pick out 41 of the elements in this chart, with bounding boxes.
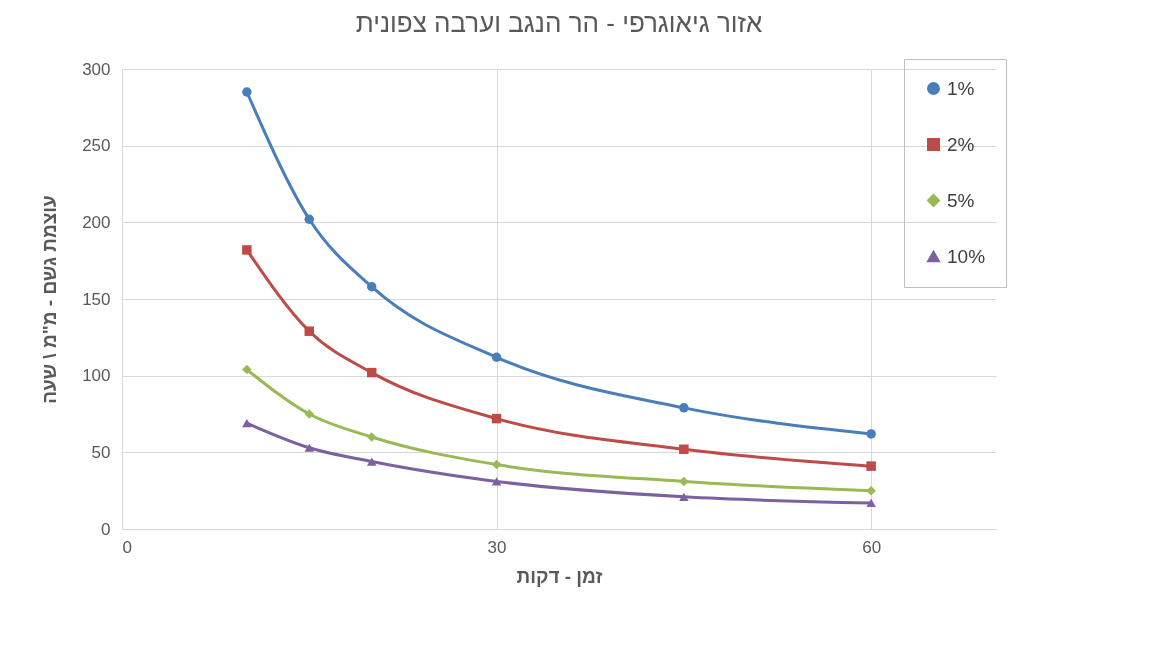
legend-label: 10%: [947, 245, 986, 267]
point: [242, 245, 252, 255]
y-tick-label: 250: [82, 136, 111, 156]
point: [866, 485, 876, 496]
y-tick-label: 150: [82, 289, 111, 309]
legend-label: 2%: [947, 133, 975, 155]
point: [304, 214, 315, 224]
point: [366, 457, 377, 466]
legend-label: 1%: [947, 77, 975, 99]
y-tick-label: 200: [82, 212, 111, 232]
point: [304, 409, 315, 419]
point: [679, 492, 689, 501]
point: [491, 459, 502, 470]
point: [866, 429, 876, 439]
point: [491, 352, 502, 362]
point: [491, 413, 502, 424]
legend-label: 5%: [947, 189, 975, 211]
point: [491, 477, 502, 486]
chart-title: אזור גיאוגרפי - הר הנגב וערבה צפונית: [355, 7, 763, 38]
y-tick-label: 0: [101, 519, 111, 539]
point: [679, 476, 689, 487]
point: [866, 461, 876, 471]
point: [304, 443, 315, 452]
point: [304, 326, 315, 336]
point: [242, 87, 252, 97]
x-tick-label: 0: [122, 537, 132, 557]
point: [679, 403, 689, 413]
point: [242, 364, 252, 375]
point: [366, 367, 377, 378]
point: [679, 444, 689, 455]
y-axis-title: עוצמת גשם - מ"מ \ שעה: [39, 195, 61, 404]
point: [866, 498, 876, 508]
point: [366, 432, 377, 442]
y-tick-label: 100: [82, 366, 111, 386]
y-tick-label: 50: [91, 442, 111, 462]
point: [366, 282, 377, 292]
point: [242, 419, 252, 428]
x-tick-label: 30: [487, 537, 507, 557]
y-tick-label: 300: [82, 59, 111, 79]
x-axis-title: זמן - דקות: [516, 565, 603, 587]
x-tick-label: 60: [862, 537, 882, 557]
